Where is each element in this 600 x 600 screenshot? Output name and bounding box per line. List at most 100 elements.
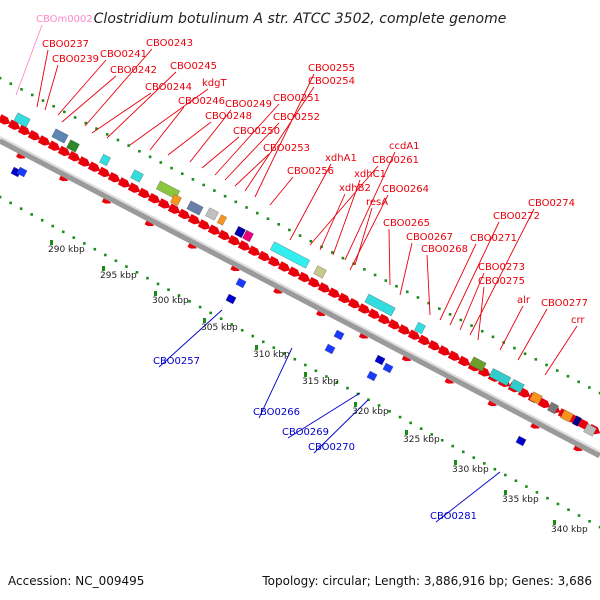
forward-gene-label: CBO0273 [478,262,525,273]
forward-gene-leader-line [499,305,524,351]
reverse-gene-leader-line [258,347,293,419]
forward-gene-leader-line [44,64,59,111]
gene-labels: CBO0237 CBO0239 CBO0241 CBO0242 CBO0243 CBO02… [36,14,588,522]
forward-gene-leader-line [224,122,280,181]
reverse-gene-leader-line [435,471,501,523]
forward-gene-label: CBO0239 [52,54,99,65]
ruler-tick-label: 320 kbp [352,407,389,417]
forward-gene-leader-line [61,75,117,123]
forward-gene-label: alr [517,295,531,306]
ruler-tick-label: 310 kbp [253,350,290,360]
ruler-tick-label: 325 kbp [403,435,440,445]
ruler-tick-label: 290 kbp [48,245,85,255]
forward-gene-label: CBO0253 [263,143,310,154]
forward-gene-leader-line [84,48,153,127]
reverse-gene-label: CBO0257 [153,356,200,367]
forward-gene-label: CBO0255 [308,63,355,74]
forward-gene-leader-line [129,88,209,146]
forward-gene-label: CBO0265 [383,218,430,229]
forward-gene-leader-line [426,254,431,316]
forward-gene-label: ccdA1 [389,141,420,152]
ruler-tick-label: 330 kbp [452,465,489,475]
reverse-gene-label: CBO0281 [430,511,477,522]
forward-gene-label: CBO0267 [406,232,453,243]
ruler-ticks: 290 kbp 295 kbp 300 kbp 305 kbp 310 kbp 315 k… [48,245,588,535]
rna-gene-leader-line [15,24,43,96]
forward-gene-leader-line [309,165,379,246]
forward-gene-leader-line [332,179,361,256]
forward-gene-leader-line [477,286,485,341]
forward-gene-label: CBO0268 [421,244,468,255]
forward-gene-leader-line [234,153,270,187]
ruler-tick-label: 340 kbp [551,525,588,535]
forward-gene-leader-line [189,109,232,163]
reverse-gene-leader-line [313,399,369,454]
forward-gene-label: CBO0277 [541,298,588,309]
forward-gene-leader-line [36,49,49,108]
forward-gene-label: CBO0261 [372,155,419,166]
forward-gene-leader-line [517,308,548,361]
forward-gene-label: resA [366,197,388,208]
forward-gene-leader-line [399,242,413,296]
forward-gene-leader-line [214,103,280,176]
forward-gene-leader-line [388,228,391,286]
genome-backbone [0,136,600,459]
forward-gene-leader-line [91,92,152,134]
accession-text: Accession: NC_009495 [8,574,145,588]
forward-gene-label: CBO0272 [493,211,540,222]
reverse-gene-leader-line [158,309,223,368]
forward-gene-label: CBO0245 [170,61,217,72]
forward-gene-label: CBO0256 [287,166,334,177]
forward-gene-leader-line [449,221,500,326]
forward-gene-label: CBO0246 [178,96,225,107]
map-title: Clostridium botulinum A str. ATCC 3502, … [94,11,507,27]
forward-gene-leader-line [167,121,212,156]
forward-gene-leader-line [544,325,578,376]
forward-gene-label: xdhC1 [354,169,386,180]
forward-gene-label: CBO0264 [382,184,429,195]
forward-gene-label: CBO0275 [478,276,525,287]
forward-gene-label: kdgT [202,78,227,89]
forward-gene-label: CBO0243 [146,38,193,49]
forward-gene-label: CBO0242 [110,65,157,76]
forward-gene-leader-line [439,243,477,321]
genome-summary-text: Topology: circular; Length: 3,886,916 bp… [262,574,592,588]
forward-gene-label: CBO0251 [273,93,320,104]
forward-gene-leader-line [459,272,485,331]
ruler-tick-label: 305 kbp [201,323,238,333]
forward-gene-leader-line [106,71,177,139]
forward-gene-label: CBO0254 [308,76,355,87]
forward-gene-label: xdhB2 [339,183,371,194]
forward-gene-label: crr [571,315,585,326]
leader-lines [15,24,578,523]
reverse-gene-label: CBO0269 [282,427,329,438]
forward-gene-leader-line [354,207,373,266]
forward-gene-label: CBO0271 [470,233,517,244]
forward-gene-label: CBO0237 [42,39,89,50]
forward-gene-label: CBO0248 [205,111,252,122]
forward-gene-leader-line [349,194,389,271]
forward-gene-leader-line [149,106,185,151]
feature-tracks [0,112,600,452]
forward-gene-label: CBO0249 [225,99,272,110]
forward-gene-label: CBO0244 [145,82,192,93]
forward-gene-leader-line [344,151,396,261]
forward-gene-label: CBO0274 [528,198,575,209]
forward-gene-label: xdhA1 [325,153,357,164]
reverse-gene-label: CBO0270 [308,442,355,453]
forward-gene-leader-line [319,193,346,251]
forward-gene-leader-line [244,86,315,192]
ruler-tick-label: 315 kbp [302,377,339,387]
forward-gene-leader-line [289,163,332,241]
ruler-tick-label: 295 kbp [100,271,137,281]
forward-gene-leader-line [57,59,107,116]
forward-gene-leader-line [254,73,315,198]
reverse-gene-leader-line [287,392,361,439]
forward-gene-label: CBO0250 [233,126,280,137]
forward-gene-leader-line [201,136,240,169]
reverse-gene-label: CBO0266 [253,407,300,418]
forward-gene-label: CBO0241 [100,49,147,60]
ruler-tick-label: 300 kbp [152,296,189,306]
rna-gene-label: CBOm0002 [36,14,93,25]
